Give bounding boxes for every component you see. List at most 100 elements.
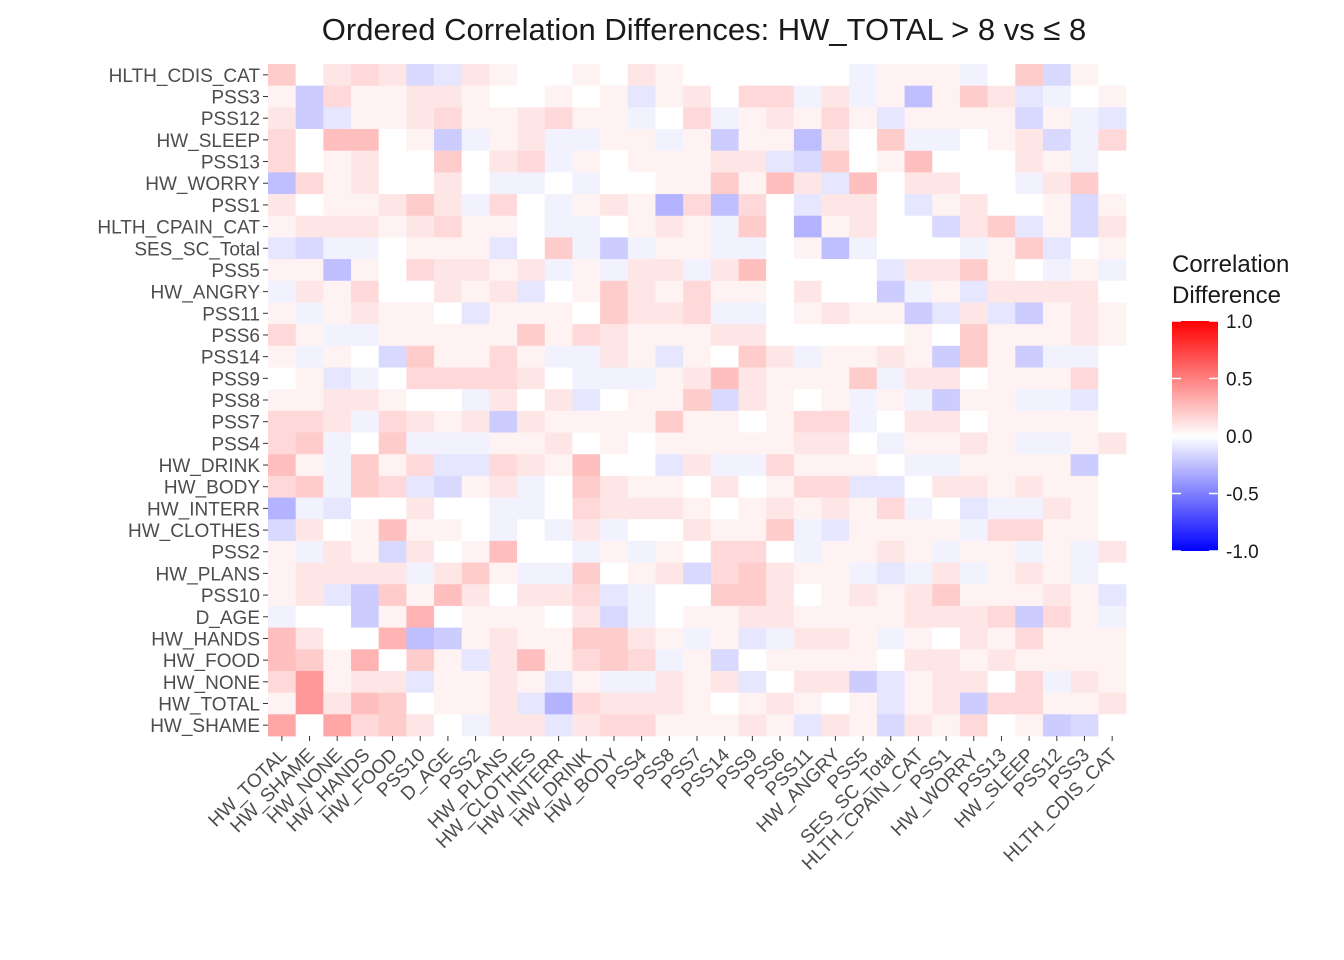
- heatmap-cell: [406, 324, 435, 347]
- heatmap-cell: [959, 194, 989, 217]
- heatmap-cell: [876, 410, 905, 433]
- heatmap-cell: [987, 345, 1016, 368]
- heatmap-cell: [738, 432, 767, 455]
- heatmap-cell: [710, 584, 739, 607]
- heatmap-cell: [1042, 215, 1072, 238]
- heatmap-cell: [766, 692, 795, 715]
- heatmap-cell: [1070, 345, 1099, 368]
- heatmap-cell: [710, 194, 739, 217]
- heatmap-cell: [932, 259, 961, 282]
- heatmap-cell: [710, 497, 739, 520]
- heatmap-cell: [434, 627, 463, 650]
- heatmap-cell: [793, 237, 822, 260]
- heatmap-cell: [683, 129, 712, 152]
- heatmap-cell: [1015, 475, 1044, 498]
- heatmap-cell: [627, 237, 656, 260]
- heatmap-cell: [600, 562, 629, 585]
- heatmap-cell: [1042, 562, 1072, 585]
- y-tick-label: PSS9: [211, 369, 260, 390]
- heatmap-cell: [406, 584, 435, 607]
- heatmap-cell: [959, 259, 989, 282]
- heatmap-cell: [793, 107, 822, 130]
- heatmap-cell: [268, 345, 297, 368]
- heatmap-cell: [406, 302, 435, 325]
- heatmap-cell: [544, 107, 573, 130]
- heatmap-cell: [1015, 259, 1044, 282]
- heatmap-cell: [876, 627, 905, 650]
- heatmap-cell: [323, 454, 352, 477]
- heatmap-cell: [461, 714, 490, 737]
- heatmap-cell: [1098, 714, 1127, 737]
- heatmap-cell: [710, 410, 739, 433]
- heatmap-cell: [351, 64, 380, 87]
- heatmap-cell: [572, 432, 601, 455]
- heatmap-cell: [351, 562, 380, 585]
- heatmap-cell: [1015, 649, 1044, 672]
- heatmap-cell: [434, 64, 463, 87]
- heatmap-cell: [738, 670, 767, 694]
- heatmap-cell: [821, 584, 850, 607]
- heatmap-cell: [1042, 172, 1072, 195]
- heatmap-cell: [517, 562, 546, 585]
- heatmap-cell: [738, 194, 767, 217]
- heatmap-cell: [959, 519, 989, 542]
- heatmap-cell: [710, 85, 739, 108]
- heatmap-cell: [932, 454, 961, 477]
- heatmap-cell: [351, 475, 380, 498]
- heatmap-cell: [461, 302, 490, 325]
- heatmap-cell: [849, 605, 878, 629]
- heatmap-cell: [876, 432, 905, 455]
- heatmap-cell: [517, 432, 546, 455]
- heatmap-cell: [295, 172, 324, 195]
- heatmap-cell: [904, 302, 933, 325]
- heatmap-cell: [600, 345, 629, 368]
- heatmap-cell: [793, 584, 822, 607]
- heatmap-cell: [876, 367, 905, 390]
- heatmap-cell: [683, 259, 712, 282]
- y-tick-label: PSS3: [211, 88, 260, 109]
- heatmap-cell: [655, 237, 684, 260]
- heatmap-cell: [378, 649, 407, 672]
- heatmap-cell: [1070, 714, 1099, 737]
- heatmap-cell: [987, 475, 1016, 498]
- heatmap-cell: [849, 692, 878, 715]
- heatmap-cell: [489, 129, 518, 152]
- heatmap-cell: [959, 172, 989, 195]
- heatmap-cell: [600, 64, 629, 87]
- heatmap-cell: [544, 562, 573, 585]
- heatmap-cell: [627, 475, 656, 498]
- heatmap-cell: [849, 280, 878, 303]
- heatmap-cell: [987, 562, 1016, 585]
- heatmap-cell: [351, 302, 380, 325]
- heatmap-cell: [793, 410, 822, 433]
- heatmap-cell: [268, 64, 297, 87]
- y-tick-label: PSS1: [211, 196, 260, 217]
- heatmap-cell: [683, 345, 712, 368]
- y-tick-label: PSS10: [201, 586, 260, 607]
- heatmap-cell: [323, 215, 352, 238]
- heatmap-cell: [821, 670, 850, 694]
- heatmap-cell: [683, 454, 712, 477]
- heatmap-cell: [434, 194, 463, 217]
- heatmap-cell: [904, 692, 933, 715]
- heatmap-cell: [793, 345, 822, 368]
- heatmap-cell: [351, 649, 380, 672]
- heatmap-cell: [793, 432, 822, 455]
- heatmap-cell: [738, 237, 767, 260]
- heatmap-cell: [461, 432, 490, 455]
- heatmap-cell: [1098, 280, 1127, 303]
- heatmap-cell: [517, 475, 546, 498]
- heatmap-cell: [793, 172, 822, 195]
- heatmap-cell: [378, 410, 407, 433]
- heatmap-cell: [268, 85, 297, 108]
- heatmap-cell: [268, 107, 297, 130]
- heatmap-cell: [461, 475, 490, 498]
- heatmap-cell: [378, 367, 407, 390]
- heatmap-cell: [406, 64, 435, 87]
- heatmap-cell: [959, 584, 989, 607]
- heatmap-cell: [959, 215, 989, 238]
- heatmap-cell: [793, 454, 822, 477]
- heatmap-cell: [323, 64, 352, 87]
- heatmap-cell: [323, 649, 352, 672]
- heatmap-cell: [1098, 692, 1127, 715]
